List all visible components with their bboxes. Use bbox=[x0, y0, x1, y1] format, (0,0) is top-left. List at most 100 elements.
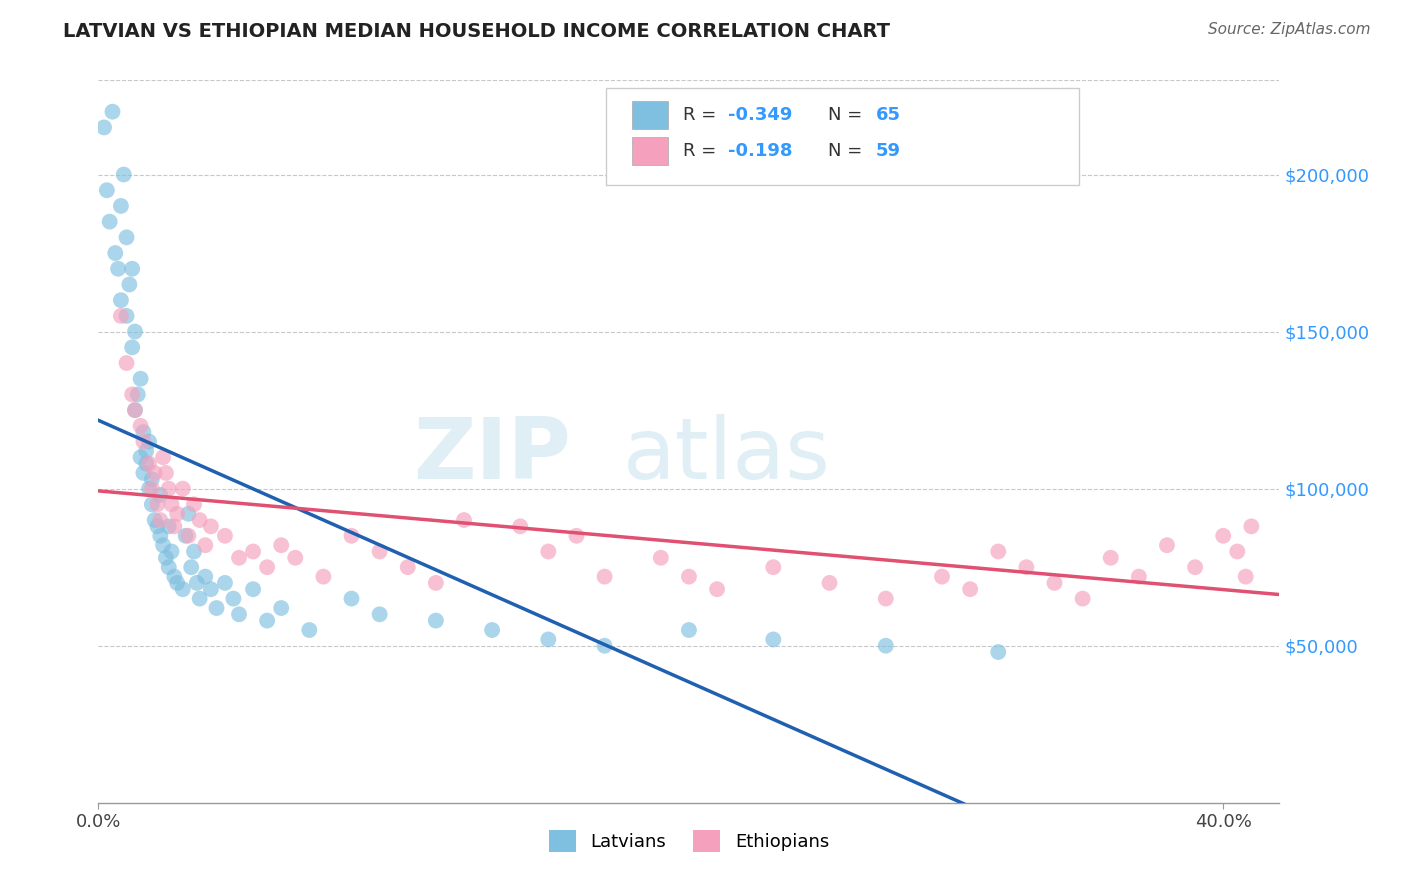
Point bbox=[149, 529, 172, 543]
Point bbox=[124, 325, 146, 339]
Point bbox=[118, 277, 141, 292]
Point bbox=[155, 466, 177, 480]
Point bbox=[762, 560, 785, 574]
Text: LATVIAN VS ETHIOPIAN MEDIAN HOUSEHOLD INCOME CORRELATION CHART: LATVIAN VS ETHIOPIAN MEDIAN HOUSEHOLD IN… bbox=[63, 22, 890, 41]
Point bbox=[160, 544, 183, 558]
Point bbox=[104, 246, 127, 260]
Point bbox=[425, 575, 447, 590]
Point bbox=[222, 591, 245, 606]
Point bbox=[650, 550, 672, 565]
Point bbox=[1071, 591, 1094, 606]
Point bbox=[121, 261, 143, 276]
Point bbox=[242, 544, 264, 558]
Point bbox=[228, 550, 250, 565]
Point bbox=[115, 356, 138, 370]
Point bbox=[132, 425, 155, 439]
Point bbox=[172, 482, 194, 496]
Point bbox=[1128, 569, 1150, 583]
Point bbox=[115, 230, 138, 244]
Point bbox=[121, 340, 143, 354]
Bar bbox=[633, 101, 668, 128]
Text: -0.349: -0.349 bbox=[728, 106, 793, 124]
Point bbox=[284, 550, 307, 565]
Point bbox=[194, 538, 217, 552]
FancyBboxPatch shape bbox=[606, 87, 1078, 185]
Point bbox=[129, 372, 152, 386]
Point bbox=[537, 544, 560, 558]
Point bbox=[270, 601, 292, 615]
Point bbox=[1234, 569, 1257, 583]
Point bbox=[200, 582, 222, 597]
Point bbox=[1156, 538, 1178, 552]
Point bbox=[1226, 544, 1249, 558]
Point bbox=[112, 168, 135, 182]
Point bbox=[214, 529, 236, 543]
Point bbox=[157, 519, 180, 533]
Point bbox=[172, 582, 194, 597]
Point bbox=[143, 513, 166, 527]
Point bbox=[124, 403, 146, 417]
Point bbox=[481, 623, 503, 637]
Point bbox=[1212, 529, 1234, 543]
Point bbox=[138, 457, 160, 471]
Point bbox=[818, 575, 841, 590]
Point bbox=[141, 497, 163, 511]
Point bbox=[98, 214, 121, 228]
Legend: Latvians, Ethiopians: Latvians, Ethiopians bbox=[541, 822, 837, 859]
Point bbox=[256, 614, 278, 628]
Text: N =: N = bbox=[828, 106, 869, 124]
Point bbox=[228, 607, 250, 622]
Point bbox=[188, 513, 211, 527]
Point bbox=[340, 591, 363, 606]
Point bbox=[115, 309, 138, 323]
Point bbox=[678, 623, 700, 637]
Point bbox=[138, 434, 160, 449]
Point bbox=[124, 403, 146, 417]
Point bbox=[166, 507, 188, 521]
Point bbox=[425, 614, 447, 628]
Point bbox=[194, 569, 217, 583]
Text: 59: 59 bbox=[876, 142, 901, 160]
Text: atlas: atlas bbox=[623, 415, 831, 498]
Point bbox=[160, 497, 183, 511]
Point bbox=[340, 529, 363, 543]
Point bbox=[177, 529, 200, 543]
Point bbox=[205, 601, 228, 615]
Point bbox=[129, 450, 152, 465]
Point bbox=[270, 538, 292, 552]
Point bbox=[157, 560, 180, 574]
Bar bbox=[633, 137, 668, 165]
Point bbox=[141, 472, 163, 486]
Point bbox=[152, 450, 174, 465]
Point bbox=[368, 544, 391, 558]
Point bbox=[565, 529, 588, 543]
Point bbox=[141, 482, 163, 496]
Point bbox=[127, 387, 149, 401]
Point bbox=[987, 645, 1010, 659]
Point bbox=[593, 569, 616, 583]
Point bbox=[135, 444, 157, 458]
Point bbox=[146, 519, 169, 533]
Point bbox=[1015, 560, 1038, 574]
Point bbox=[762, 632, 785, 647]
Point bbox=[509, 519, 531, 533]
Text: Source: ZipAtlas.com: Source: ZipAtlas.com bbox=[1208, 22, 1371, 37]
Point bbox=[1099, 550, 1122, 565]
Point bbox=[129, 418, 152, 433]
Text: N =: N = bbox=[828, 142, 869, 160]
Point bbox=[183, 544, 205, 558]
Point bbox=[183, 497, 205, 511]
Point bbox=[1184, 560, 1206, 574]
Point bbox=[138, 482, 160, 496]
Point bbox=[368, 607, 391, 622]
Point bbox=[200, 519, 222, 533]
Point bbox=[152, 538, 174, 552]
Point bbox=[107, 261, 129, 276]
Point bbox=[110, 199, 132, 213]
Point bbox=[163, 569, 186, 583]
Point bbox=[163, 519, 186, 533]
Point bbox=[875, 639, 897, 653]
Point bbox=[931, 569, 953, 583]
Point bbox=[242, 582, 264, 597]
Point bbox=[186, 575, 208, 590]
